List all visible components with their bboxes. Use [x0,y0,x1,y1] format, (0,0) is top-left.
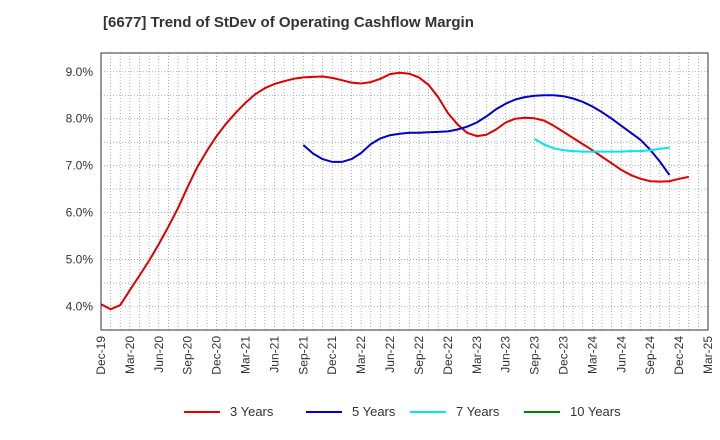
y-tick-label: 4.0% [66,300,94,314]
x-tick-label: Mar-21 [239,336,253,374]
legend-swatch [410,410,446,413]
series-line-3-years [100,71,689,311]
legend-item: 7 Years [410,404,499,419]
y-tick-label: 9.0% [66,65,94,79]
x-tick-label: Jun-20 [152,336,166,373]
y-tick-label: 6.0% [66,206,94,220]
series-line-7-years [534,138,670,153]
legend-swatch [306,410,342,413]
legend-label: 3 Years [230,404,274,419]
x-tick-label: Sep-20 [181,336,195,375]
legend-item: 3 Years [184,404,273,419]
legend-label: 7 Years [456,404,500,419]
x-axis: Dec-19 Mar-20 Jun-20 Sep-20 Dec-20 Mar-21 Jun-… [94,336,715,375]
x-tick-label: Dec-22 [441,336,455,375]
x-tick-label: Dec-20 [210,336,224,375]
x-tick-label: Sep-24 [643,336,657,375]
x-tick-label: Sep-22 [412,336,426,375]
legend-item: 5 Years [306,404,395,419]
x-tick-label: Dec-21 [325,336,339,375]
y-tick-label: 8.0% [66,112,94,126]
x-tick-label: Dec-19 [94,336,108,375]
x-tick-label: Mar-23 [470,336,484,374]
plot-frame [100,52,709,331]
x-tick-label: Mar-24 [585,336,599,374]
x-tick-label: Sep-21 [296,336,310,375]
series-lines [100,71,689,311]
x-tick-label: Jun-24 [614,336,628,373]
x-tick-label: Jun-22 [383,336,397,373]
legend-label: 10 Years [570,404,621,419]
legend: 3 Years 5 Years 7 Years 10 Years [0,404,720,424]
x-tick-label: Sep-23 [528,336,542,375]
series-line-5-years [302,94,671,176]
y-tick-label: 7.0% [66,159,94,173]
legend-label: 5 Years [352,404,396,419]
x-tick-label: Mar-25 [701,336,715,374]
x-tick-label: Dec-23 [556,336,570,375]
y-tick-label: 5.0% [66,253,94,267]
x-tick-label: Dec-24 [672,336,686,375]
legend-swatch [184,410,220,413]
chart-title: [6677] Trend of StDev of Operating Cashf… [103,14,474,31]
x-tick-label: Mar-20 [123,336,137,374]
x-tick-label: Jun-23 [499,336,513,373]
x-tick-label: Mar-22 [354,336,368,374]
legend-item: 10 Years [524,404,621,419]
x-tick-label: Jun-21 [267,336,281,373]
y-axis: 4.0% 5.0% 6.0% 7.0% 8.0% 9.0% [66,65,94,314]
legend-swatch [524,410,560,413]
grid [101,53,708,330]
